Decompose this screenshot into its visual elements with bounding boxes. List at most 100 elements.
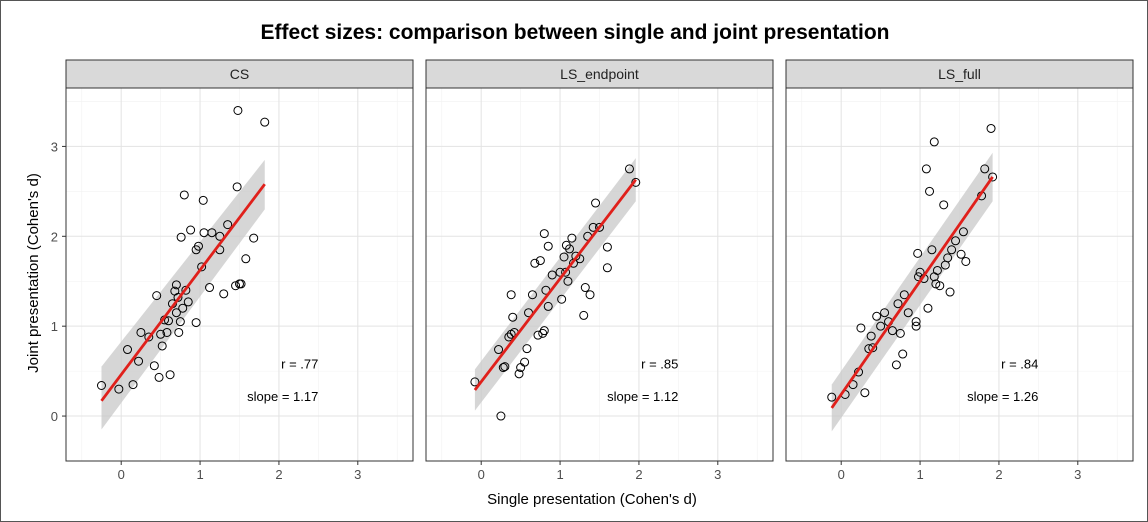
data-point [543,241,553,251]
x-tick-label: 2 [635,467,642,482]
data-point [527,290,537,300]
chart-title: Effect sizes: comparison between single … [260,21,890,44]
data-point [595,222,604,232]
data-point [563,276,573,286]
data-point [559,252,569,262]
data-point [961,256,971,266]
data-point [500,362,510,372]
data-point [165,370,175,380]
data-point [508,312,518,322]
data-point [856,323,866,333]
x-tick-label: 1 [196,467,203,482]
x-tick-label: 0 [478,467,485,482]
data-point [136,327,146,337]
data-point [183,297,193,307]
facet-label-cs: CS [230,66,249,82]
data-point [557,294,567,304]
data-point [154,372,164,382]
data-point [233,105,243,115]
data-point [913,248,923,258]
panel-border-ls-endpoint [425,87,774,462]
data-point [911,321,921,331]
data-point [114,384,124,394]
data-point [178,303,188,313]
data-point [260,117,270,127]
data-point [931,279,941,289]
data-point [236,279,246,289]
data-point [939,200,949,210]
panel-border-ls-full [785,87,1134,462]
data-point [506,290,516,300]
data-point [157,341,167,351]
r-annotation: r = .77 [281,356,318,371]
data-point [561,267,571,277]
data-point [891,360,901,370]
data-point [591,198,601,208]
data-point [887,326,897,336]
data-point [898,349,908,359]
data-point [520,357,530,367]
x-tick-label: 0 [118,467,125,482]
y-tick-label: 1 [51,319,58,334]
data-point [872,311,882,321]
data-point [876,321,886,331]
data-point [943,253,953,263]
facet-strip-cs [65,59,414,89]
data-point [171,308,181,318]
data-point [951,236,961,246]
data-point [588,222,598,232]
data-point [925,186,935,196]
x-tick-label: 3 [1074,467,1081,482]
r-annotation: r = .84 [1001,356,1038,371]
data-point [535,256,545,266]
data-point [538,328,548,338]
panel-border-cs [65,87,414,462]
data-point [539,326,549,336]
data-point [231,281,241,291]
data-point [186,225,196,235]
regression-line [830,176,994,409]
data-point [932,265,942,275]
regression-line [473,178,637,391]
data-point [956,249,966,259]
y-axis-label: Joint presentation (Cohen's d) [25,173,42,373]
facet-label-ls-full: LS_full [938,66,981,82]
y-tick-label: 2 [51,229,58,244]
data-point [219,289,229,299]
y-tick-label: 0 [51,409,58,424]
data-point [514,369,524,379]
data-point [539,229,549,239]
data-point [860,388,870,398]
data-point [624,164,634,174]
x-axis-label: Single presentation (Cohen's d) [487,491,697,508]
data-point [893,299,903,309]
x-tick-label: 1 [556,467,563,482]
facet-label-ls-endpoint: LS_endpoint [560,66,639,82]
data-point [174,327,184,337]
data-point [171,280,181,290]
data-point [504,332,514,342]
data-point [198,195,208,205]
data-point [498,363,508,373]
data-point [580,283,590,293]
data-point [986,123,996,133]
data-point [945,287,955,297]
data-point [547,270,557,280]
x-tick-label: 2 [275,467,282,482]
facet-strip-ls-endpoint [425,59,774,89]
data-point [241,254,251,264]
data-point [134,356,144,366]
data-point [958,227,968,237]
data-point [921,164,931,174]
data-point [988,172,998,182]
x-tick-label: 2 [995,467,1002,482]
data-point [935,281,945,291]
data-point [181,285,191,295]
data-point [565,244,575,254]
data-point [915,267,925,277]
data-point [579,310,589,320]
r-annotation: r = .85 [641,356,678,371]
data-point [868,343,878,353]
data-point [207,228,217,238]
